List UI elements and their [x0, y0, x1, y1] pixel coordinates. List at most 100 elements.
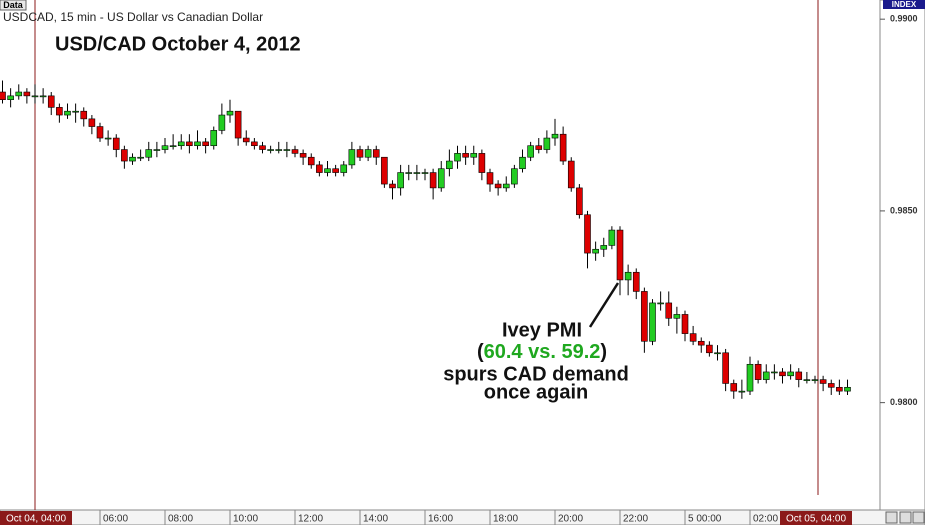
candle-body — [340, 164, 348, 173]
candle-body — [673, 314, 681, 319]
candle-body — [746, 363, 754, 392]
candle-body — [608, 229, 616, 246]
candle-body — [584, 214, 591, 254]
candle-body — [762, 371, 770, 380]
candle-body — [559, 133, 567, 162]
candle-body — [177, 141, 185, 147]
candle-body — [364, 149, 372, 158]
candle-body — [267, 149, 274, 151]
x-tick-label: Oct 04, 04:00 — [6, 514, 66, 525]
candle-body — [218, 114, 226, 131]
candle-body — [567, 160, 575, 189]
candle-body — [519, 156, 526, 170]
candle-body — [405, 172, 413, 174]
x-tick-label: 02:00 — [753, 514, 778, 525]
candle-body — [226, 110, 234, 116]
annotation-line: once again — [484, 381, 588, 403]
candle-body — [811, 379, 819, 381]
candle-body — [210, 130, 218, 147]
candle-body — [641, 291, 648, 342]
candle-body — [23, 91, 31, 97]
zoom-button[interactable] — [885, 511, 898, 524]
candle-body — [470, 153, 478, 158]
candle-body — [429, 172, 437, 189]
annotation-paren: ( — [477, 341, 484, 363]
candle-body — [787, 371, 794, 377]
candle-body — [96, 126, 104, 139]
candle-body — [39, 95, 47, 98]
candle-body — [316, 164, 323, 173]
candle-body — [779, 371, 786, 377]
axis-tag-box — [883, 0, 925, 9]
candle-body — [454, 153, 461, 162]
candle-body — [356, 149, 364, 158]
candle-body — [72, 110, 79, 113]
candle-body — [372, 149, 380, 158]
zoom-button[interactable] — [899, 511, 912, 524]
candle-body — [836, 386, 843, 392]
candle-body — [527, 145, 534, 158]
candle-body — [413, 172, 421, 174]
candle-body — [161, 145, 169, 150]
x-tick-label: 22:00 — [623, 514, 648, 525]
zoom-button[interactable] — [912, 511, 925, 524]
candle-body — [697, 340, 705, 346]
candle-body — [730, 383, 738, 392]
x-tick-label: 18:00 — [493, 514, 518, 525]
chart-header: USDCAD, 15 min - US Dollar vs Canadian D… — [3, 10, 263, 24]
annotation-line: Ivey PMI — [502, 319, 582, 341]
candle-body — [0, 91, 6, 100]
candle-body — [803, 379, 811, 381]
candle-body — [242, 137, 250, 143]
candle-body — [389, 183, 396, 189]
candle-body — [307, 156, 315, 166]
candle-body — [169, 145, 177, 148]
candle-body — [80, 110, 88, 120]
candle-body — [47, 95, 55, 108]
candle-body — [689, 333, 697, 342]
candle-body — [153, 149, 161, 151]
candle-body — [494, 183, 502, 189]
candle-body — [462, 153, 469, 158]
y-tick-label: 0.9850 — [890, 205, 918, 215]
candle-body — [819, 379, 827, 384]
x-tick-box — [0, 511, 72, 525]
axis-tag: INDEX — [892, 0, 917, 9]
candle-body — [844, 386, 851, 392]
candle-body — [88, 118, 96, 127]
candle-body — [259, 145, 266, 150]
candle-body — [7, 95, 14, 100]
x-tick-box — [780, 511, 852, 525]
candle-body — [657, 302, 664, 305]
annotation-highlight: 60.4 vs. 59.2 — [484, 341, 601, 363]
candle-body — [738, 390, 746, 393]
candle-body — [121, 149, 128, 162]
candle-body — [511, 168, 518, 185]
candle-body — [592, 248, 599, 254]
candle-body — [543, 137, 551, 150]
candle-body — [104, 137, 112, 140]
candle-body — [275, 149, 283, 151]
candle-body — [234, 110, 242, 139]
candle-body — [112, 137, 120, 150]
candle-body — [624, 271, 632, 281]
y-tick-label: 0.9800 — [890, 397, 918, 407]
candle-body — [706, 344, 713, 354]
candle-body — [137, 156, 144, 159]
candle-body — [397, 172, 404, 189]
candle-body — [332, 168, 339, 173]
candle-body — [283, 149, 291, 151]
x-tick-label: Oct 05, 04:00 — [786, 514, 846, 525]
candle-body — [714, 352, 721, 355]
annotation-arrow — [588, 282, 620, 328]
candle-body — [129, 156, 136, 162]
candle-body — [576, 187, 583, 216]
candle-body — [771, 371, 778, 374]
candle-body — [616, 229, 624, 281]
candle-body — [56, 107, 63, 116]
candle-body — [754, 363, 762, 380]
candle-body — [299, 153, 307, 158]
x-tick-label: 10:00 — [233, 514, 258, 525]
candle-body — [665, 302, 673, 319]
